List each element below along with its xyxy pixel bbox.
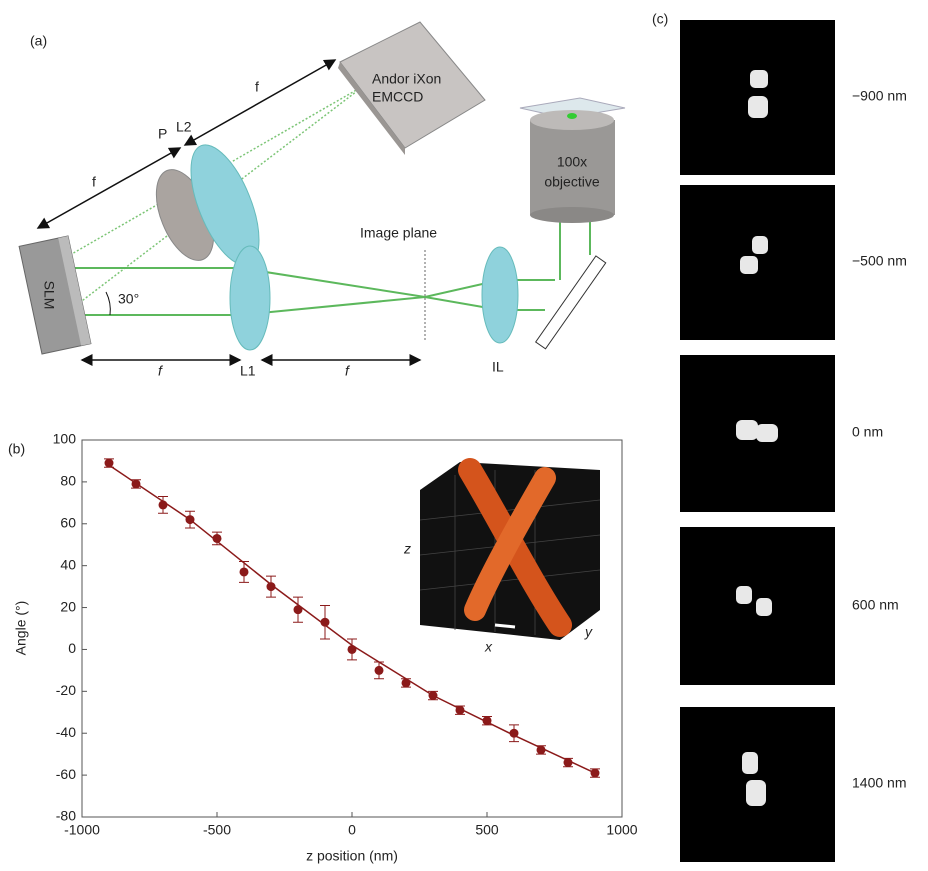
- data-point: [159, 500, 168, 509]
- depth-label: 0 nm: [852, 424, 883, 440]
- focal-label: f: [158, 363, 164, 379]
- lens-label: L1: [240, 363, 256, 379]
- camera-label: EMCCD: [372, 89, 423, 105]
- x-tick-label: -500: [203, 822, 231, 838]
- y-tick-label: -20: [56, 682, 76, 698]
- depth-label: −900 nm: [852, 88, 907, 104]
- data-point: [537, 745, 546, 754]
- y-tick-label: -80: [56, 808, 76, 824]
- data-point: [591, 769, 600, 778]
- y-tick-label: 20: [60, 598, 76, 614]
- data-point: [375, 666, 384, 675]
- x-tick-label: 500: [475, 822, 499, 838]
- y-axis-label: Angle (°): [13, 601, 29, 656]
- image-plane-label: Image plane: [360, 225, 437, 241]
- data-point: [294, 605, 303, 614]
- angle-label: 30°: [118, 291, 139, 307]
- lens-label: L2: [176, 119, 192, 135]
- inset-image: [420, 462, 600, 640]
- x-tick-label: 1000: [606, 822, 637, 838]
- objective: [530, 207, 614, 223]
- y-tick-label: 60: [60, 514, 76, 530]
- image-panel: (c): [652, 11, 835, 862]
- lens-label: IL: [492, 359, 504, 375]
- y-tick-label: 80: [60, 473, 76, 489]
- camera-label: Andor iXon: [372, 71, 441, 87]
- mirror: [536, 256, 606, 349]
- focal-label: f: [345, 363, 351, 379]
- objective-label: 100x: [557, 154, 587, 170]
- depth-label: 600 nm: [852, 597, 899, 613]
- focal-label: f: [92, 174, 96, 190]
- psf-image: [680, 20, 835, 862]
- x-axis-label: z position (nm): [306, 848, 398, 864]
- y-tick-label: -60: [56, 766, 76, 782]
- depth-label: −500 nm: [852, 253, 907, 269]
- data-point: [321, 618, 330, 627]
- depth-label: 1400 nm: [852, 775, 906, 791]
- lens: [230, 246, 270, 350]
- objective-label: objective: [544, 174, 599, 190]
- inset-axis-label: x: [484, 639, 493, 655]
- data-point: [402, 678, 411, 687]
- focal-label: f: [255, 79, 259, 95]
- distance-arrow: [185, 60, 335, 145]
- panel-label: (a): [30, 33, 47, 49]
- data-point: [240, 567, 249, 576]
- polarizer-label: P: [158, 126, 167, 142]
- data-point: [429, 691, 438, 700]
- x-tick-label: -1000: [64, 822, 100, 838]
- data-point: [105, 459, 114, 468]
- data-point: [267, 582, 276, 591]
- data-point: [564, 758, 573, 767]
- data-point: [456, 706, 465, 715]
- y-tick-label: 40: [60, 556, 76, 572]
- data-point: [186, 515, 195, 524]
- psf-spot: [736, 70, 778, 806]
- panel-label: (b): [8, 441, 25, 457]
- sample: [567, 113, 577, 119]
- y-tick-label: 0: [68, 640, 76, 656]
- data-point: [132, 479, 141, 488]
- lens: [482, 247, 518, 343]
- inset-axis-label: y: [584, 624, 593, 640]
- angle-arc: [106, 292, 110, 315]
- optical-diagram: (a) Andor iXon EMCCD f f P L2: [19, 22, 625, 379]
- chart: (b) z position (nm) Angle (°) z x y -100…: [8, 431, 638, 864]
- data-point: [213, 534, 222, 543]
- inset-axis-label: z: [403, 541, 411, 557]
- panel-label: (c): [652, 11, 668, 27]
- figure: (a) Andor iXon EMCCD f f P L2: [0, 0, 928, 871]
- data-point: [483, 716, 492, 725]
- data-point: [510, 729, 519, 738]
- data-point: [348, 645, 357, 654]
- y-tick-label: 100: [53, 431, 77, 447]
- y-tick-label: -40: [56, 724, 76, 740]
- x-tick-label: 0: [348, 822, 356, 838]
- slm-label: SLM: [41, 281, 57, 310]
